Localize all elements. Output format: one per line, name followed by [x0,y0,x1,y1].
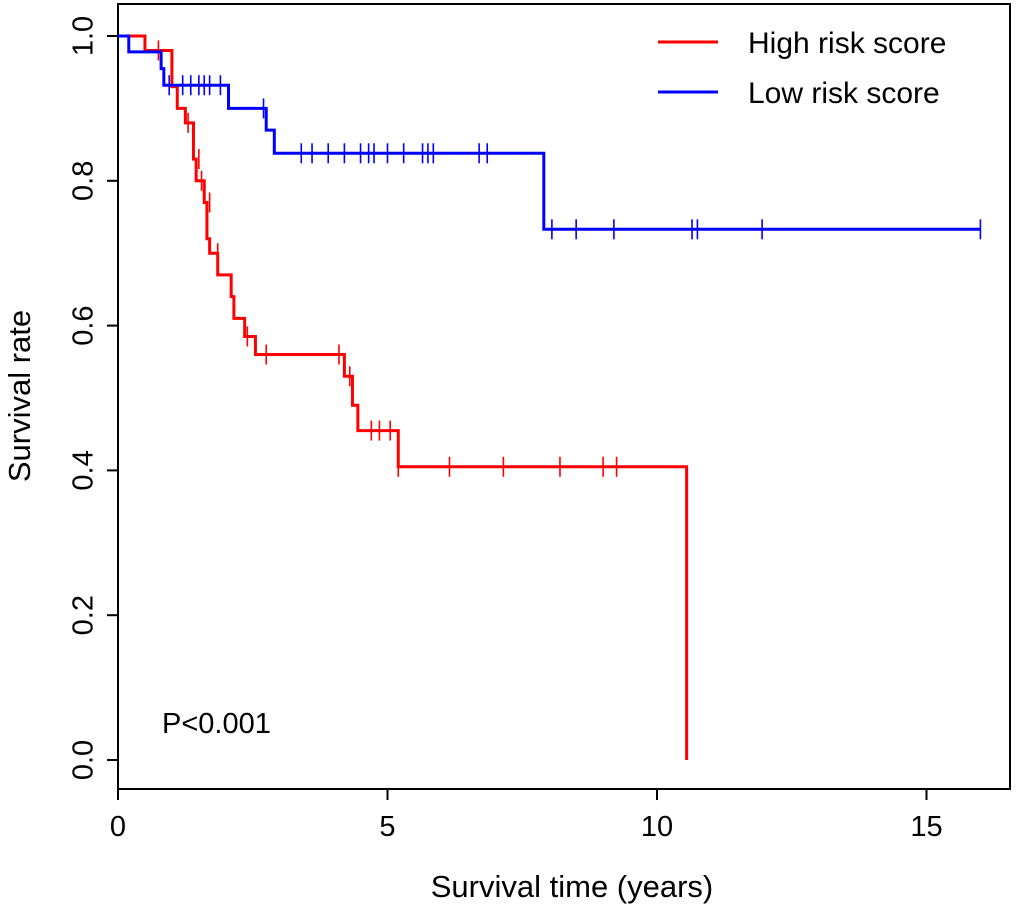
series-layer [118,34,982,760]
low-risk-score-curve [118,34,981,231]
y-axis: 0.0 0.2 0.4 0.6 0.8 1.0 [68,16,118,780]
low-risk-score-legend-label: Low risk score [748,77,940,110]
plot-frame [117,3,1011,790]
y-tick-label: 0.6 [68,305,100,345]
x-tick-label: 5 [379,811,395,843]
p-value-annotation: P<0.001 [162,708,271,740]
y-tick-label: 0.4 [68,450,100,490]
x-axis: 0 5 10 15 [110,789,943,843]
x-tick-label: 15 [910,811,942,843]
y-tick-label: 1.0 [68,16,100,56]
x-tick-label: 0 [110,811,126,843]
high-risk-score-legend-label: High risk score [748,27,946,60]
high-risk-score-curve [118,34,689,760]
y-axis-label: Survival rate [2,310,37,482]
x-tick-label: 10 [641,811,673,843]
y-tick-label: 0.0 [68,740,100,780]
legend: High risk score Low risk score [658,27,946,110]
x-axis-label: Survival time (years) [431,869,714,904]
y-tick-label: 0.2 [68,595,100,635]
y-tick-label: 0.8 [68,161,100,201]
